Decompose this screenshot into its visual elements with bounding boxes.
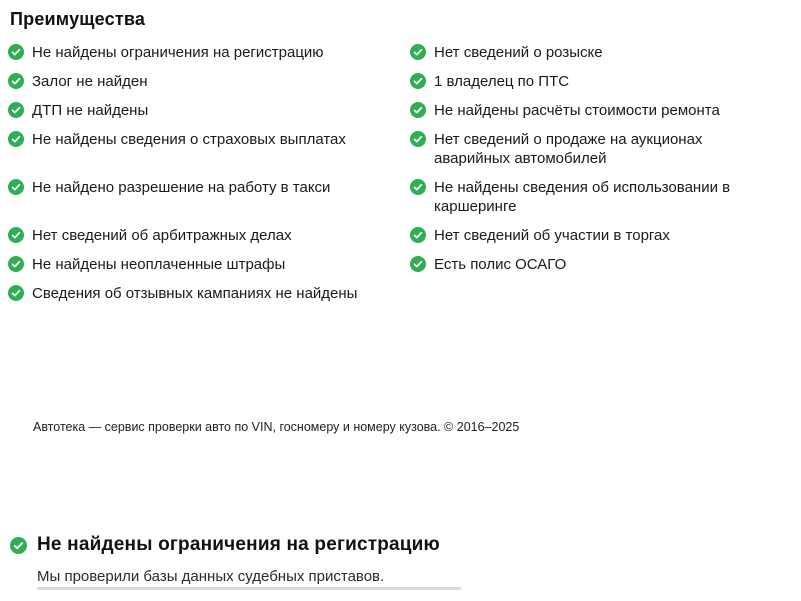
check-circle-icon bbox=[410, 73, 426, 89]
advantage-text: Не найдены сведения о страховых выплатах bbox=[32, 131, 346, 148]
check-circle-icon bbox=[8, 179, 24, 195]
advantage-item: Залог не найден bbox=[8, 72, 410, 91]
check-circle-icon bbox=[8, 227, 24, 243]
advantage-text: Не найдены неоплаченные штрафы bbox=[32, 256, 286, 273]
check-circle-icon bbox=[410, 131, 426, 147]
check-circle-icon bbox=[8, 44, 24, 60]
advantage-text: Не найдены расчёты стоимости ремонта bbox=[434, 102, 720, 119]
advantage-item: Не найдены сведения об использовании в к… bbox=[410, 178, 770, 216]
advantage-text: Нет сведений о розыске bbox=[434, 44, 603, 61]
advantage-item: ДТП не найдены bbox=[8, 101, 410, 120]
advantage-item: Сведения об отзывных кампаниях не найден… bbox=[8, 284, 410, 303]
advantage-item: Нет сведений об участии в торгах bbox=[410, 226, 770, 245]
footer-note: Автотека — сервис проверки авто по VIN, … bbox=[33, 420, 520, 434]
advantage-text: Нет сведений об арбитражных делах bbox=[32, 227, 292, 244]
advantage-item: Нет сведений об арбитражных делах bbox=[8, 226, 410, 245]
advantage-item: Не найдены расчёты стоимости ремонта bbox=[410, 101, 770, 120]
advantage-text: Нет сведений об участии в торгах bbox=[434, 227, 670, 244]
advantage-text: Не найдены сведения об использовании в к… bbox=[434, 179, 731, 215]
check-circle-icon bbox=[8, 73, 24, 89]
advantage-item: Нет сведений о розыске bbox=[410, 43, 770, 62]
advantage-text: Есть полис ОСАГО bbox=[434, 256, 567, 273]
check-circle-icon bbox=[410, 102, 426, 118]
advantage-text: Не найдено разрешение на работу в такси bbox=[32, 179, 331, 196]
check-circle-icon bbox=[410, 256, 426, 272]
advantage-item: Не найдено разрешение на работу в такси bbox=[8, 178, 410, 216]
advantage-item: Есть полис ОСАГО bbox=[410, 255, 770, 274]
page-title: Преимущества bbox=[10, 9, 146, 29]
check-circle-icon bbox=[8, 131, 24, 147]
cropped-next-content-edge bbox=[37, 587, 461, 590]
detail-section-header: Не найдены ограничения на регистрацию bbox=[10, 534, 801, 556]
check-circle-icon bbox=[10, 537, 27, 554]
check-circle-icon bbox=[410, 227, 426, 243]
check-circle-icon bbox=[8, 285, 24, 301]
check-circle-icon bbox=[8, 256, 24, 272]
advantages-grid: Не найдены ограничения на регистрацию Не… bbox=[8, 43, 801, 313]
advantage-text: ДТП не найдены bbox=[32, 102, 149, 119]
detail-section-title: Не найдены ограничения на регистрацию bbox=[37, 534, 440, 555]
detail-section-description: Мы проверили базы данных судебных приста… bbox=[37, 568, 385, 585]
check-circle-icon bbox=[8, 102, 24, 118]
check-circle-icon bbox=[410, 179, 426, 195]
advantage-text: 1 владелец по ПТС bbox=[434, 73, 570, 90]
advantage-item: Не найдены неоплаченные штрафы bbox=[8, 255, 410, 274]
advantage-item: Нет сведений о продаже на аукционах авар… bbox=[410, 130, 770, 168]
advantage-text: Залог не найден bbox=[32, 73, 148, 90]
advantage-cell-empty bbox=[410, 284, 770, 303]
advantage-item: 1 владелец по ПТС bbox=[410, 72, 770, 91]
advantage-text: Сведения об отзывных кампаниях не найден… bbox=[32, 285, 358, 302]
advantage-text: Нет сведений о продаже на аукционах авар… bbox=[434, 131, 703, 167]
advantage-item: Не найдены сведения о страховых выплатах bbox=[8, 130, 410, 168]
advantage-text: Не найдены ограничения на регистрацию bbox=[32, 44, 324, 61]
check-circle-icon bbox=[410, 44, 426, 60]
advantage-item: Не найдены ограничения на регистрацию bbox=[8, 43, 410, 62]
detail-section: Не найдены ограничения на регистрацию Мы… bbox=[10, 534, 801, 590]
